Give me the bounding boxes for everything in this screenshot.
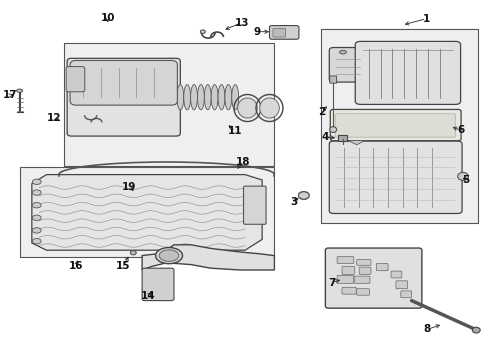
- FancyBboxPatch shape: [244, 186, 266, 224]
- Text: 2: 2: [318, 107, 325, 117]
- Text: 7: 7: [328, 278, 336, 288]
- Ellipse shape: [204, 85, 211, 110]
- FancyBboxPatch shape: [66, 67, 85, 92]
- Ellipse shape: [156, 248, 182, 264]
- Ellipse shape: [458, 172, 468, 180]
- Ellipse shape: [32, 202, 41, 208]
- Text: 16: 16: [69, 261, 83, 271]
- Ellipse shape: [32, 238, 41, 244]
- Text: 19: 19: [122, 182, 137, 192]
- Ellipse shape: [32, 179, 41, 184]
- Text: 6: 6: [457, 125, 464, 135]
- Ellipse shape: [32, 190, 41, 195]
- Ellipse shape: [260, 98, 279, 118]
- FancyBboxPatch shape: [337, 257, 354, 264]
- FancyBboxPatch shape: [391, 271, 402, 278]
- Ellipse shape: [159, 250, 179, 261]
- FancyBboxPatch shape: [342, 287, 356, 294]
- Text: 15: 15: [116, 261, 131, 271]
- Text: 9: 9: [253, 27, 260, 37]
- Bar: [64, 43, 274, 166]
- FancyBboxPatch shape: [330, 76, 337, 83]
- FancyBboxPatch shape: [325, 248, 422, 308]
- FancyBboxPatch shape: [330, 109, 461, 141]
- Ellipse shape: [225, 85, 232, 110]
- FancyBboxPatch shape: [142, 268, 174, 301]
- Text: 14: 14: [141, 291, 155, 301]
- FancyBboxPatch shape: [337, 275, 354, 283]
- FancyBboxPatch shape: [342, 266, 355, 274]
- Ellipse shape: [197, 85, 204, 110]
- Polygon shape: [299, 192, 309, 199]
- Ellipse shape: [472, 327, 480, 333]
- Text: 8: 8: [424, 324, 431, 334]
- Ellipse shape: [177, 85, 184, 110]
- Ellipse shape: [211, 85, 218, 110]
- FancyBboxPatch shape: [335, 114, 456, 137]
- Text: 17: 17: [2, 90, 17, 100]
- Polygon shape: [142, 245, 274, 270]
- Ellipse shape: [184, 85, 191, 110]
- Text: 11: 11: [228, 126, 243, 136]
- FancyBboxPatch shape: [70, 60, 177, 105]
- Text: 4: 4: [321, 132, 329, 142]
- FancyBboxPatch shape: [401, 291, 412, 298]
- Text: 12: 12: [47, 113, 61, 123]
- FancyBboxPatch shape: [355, 41, 461, 104]
- FancyBboxPatch shape: [376, 264, 388, 271]
- FancyBboxPatch shape: [396, 281, 408, 289]
- FancyBboxPatch shape: [354, 276, 370, 283]
- Ellipse shape: [330, 127, 337, 132]
- Polygon shape: [32, 175, 262, 250]
- Text: 13: 13: [234, 18, 249, 28]
- Text: 10: 10: [100, 13, 115, 23]
- Ellipse shape: [298, 192, 309, 199]
- Ellipse shape: [232, 85, 239, 110]
- Bar: [321, 29, 478, 223]
- FancyBboxPatch shape: [329, 141, 462, 213]
- Bar: [20, 167, 274, 257]
- Ellipse shape: [340, 50, 346, 54]
- FancyBboxPatch shape: [329, 48, 367, 82]
- FancyBboxPatch shape: [338, 135, 347, 141]
- Text: 5: 5: [462, 175, 469, 185]
- Ellipse shape: [238, 98, 257, 118]
- FancyBboxPatch shape: [357, 289, 369, 295]
- Ellipse shape: [191, 85, 197, 110]
- FancyBboxPatch shape: [273, 28, 286, 37]
- Ellipse shape: [218, 85, 225, 110]
- FancyBboxPatch shape: [67, 58, 180, 136]
- Ellipse shape: [130, 251, 136, 255]
- Text: 18: 18: [236, 157, 251, 167]
- Text: 3: 3: [291, 197, 297, 207]
- Ellipse shape: [32, 215, 41, 220]
- FancyBboxPatch shape: [357, 260, 371, 265]
- FancyBboxPatch shape: [270, 26, 299, 39]
- Text: 1: 1: [423, 14, 430, 24]
- Ellipse shape: [200, 30, 205, 33]
- FancyBboxPatch shape: [359, 267, 371, 274]
- Polygon shape: [348, 140, 365, 145]
- Ellipse shape: [17, 89, 23, 93]
- Ellipse shape: [32, 228, 41, 233]
